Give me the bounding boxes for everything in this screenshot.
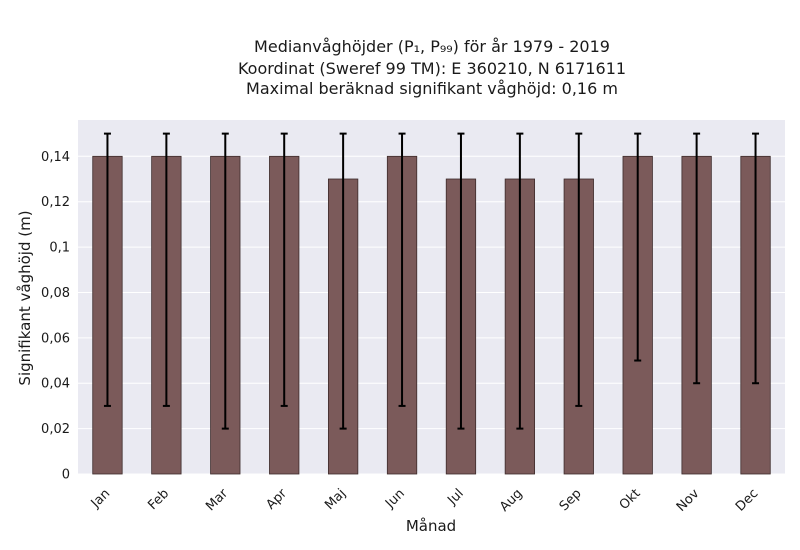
chart-title-line-2: Koordinat (Sweref 99 TM): E 360210, N 61…: [238, 59, 626, 78]
y-tick-label: 0,06: [41, 331, 70, 346]
grid-lines: [78, 155, 785, 475]
error-bar-apr: [280, 132, 288, 407]
plot-area: [78, 120, 785, 474]
x-tick-label: Feb: [145, 486, 172, 513]
y-tick-label: 0: [62, 468, 70, 483]
x-tick-label: Aug: [497, 486, 526, 515]
x-tick-label: Okt: [617, 486, 644, 513]
x-tick-label: Jun: [382, 486, 408, 512]
error-bar-mar: [221, 132, 229, 430]
chart-title-line-3: Maximal beräknad signifikant våghöjd: 0,…: [246, 79, 618, 98]
y-axis-ticks: 0 0,02 0,04 0,06 0,08 0,1 0,12 0,14: [41, 150, 70, 483]
chart-title: Medianvåghöjder (P₁, P₉₉) för år 1979 - …: [238, 37, 626, 98]
x-tick-label: Sep: [557, 486, 585, 514]
x-tick-label: Nov: [674, 486, 703, 515]
error-bar-feb: [162, 132, 170, 407]
error-bar-jan: [103, 132, 111, 407]
error-bar-nov: [693, 132, 701, 385]
x-tick-label: Jul: [444, 486, 466, 508]
y-tick-label: 0,12: [41, 195, 70, 210]
error-bar-aug: [516, 132, 524, 430]
x-axis-ticks: Jan Feb Mar Apr Maj Jun Jul Aug Sep Okt Nov Dec: [88, 486, 762, 515]
x-tick-label: Apr: [264, 486, 291, 513]
error-bar-jul: [457, 132, 465, 430]
error-bar-jun: [398, 132, 406, 407]
x-tick-label: Jan: [88, 486, 113, 511]
error-bar-maj: [339, 132, 347, 430]
x-tick-label: Maj: [322, 486, 349, 513]
x-axis-label: Månad: [406, 517, 456, 535]
error-bar-sep: [575, 132, 583, 407]
error-bar-okt: [634, 132, 642, 362]
y-tick-label: 0,04: [41, 377, 70, 392]
y-axis-label: Signifikant våghöjd (m): [16, 210, 34, 385]
y-tick-label: 0,08: [41, 286, 70, 301]
x-tick-label: Dec: [733, 486, 761, 514]
y-tick-label: 0,14: [41, 150, 70, 165]
chart-title-line-1: Medianvåghöjder (P₁, P₉₉) för år 1979 - …: [254, 37, 610, 56]
error-bar-dec: [752, 132, 760, 385]
y-tick-label: 0,02: [41, 422, 70, 437]
error-bars: [103, 132, 760, 430]
y-tick-label: 0,1: [49, 241, 70, 256]
x-tick-label: Mar: [203, 486, 231, 514]
